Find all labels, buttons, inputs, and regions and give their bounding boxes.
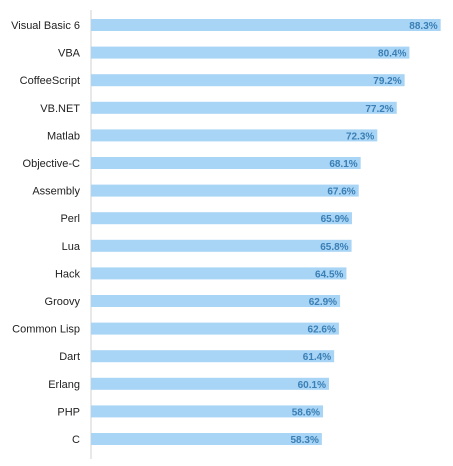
category-label: Common Lisp — [12, 324, 80, 336]
bar-row: Dart 61.4% — [59, 350, 335, 363]
bar — [91, 101, 397, 114]
bars-group: Visual Basic 6 88.3% VBA 80.4% CoffeeScript 7… — [11, 19, 441, 446]
value-label: 72.3% — [346, 131, 374, 142]
value-label: 77.2% — [365, 104, 393, 115]
bar-row: Objective-C 68.1% — [23, 157, 361, 170]
category-label: PHP — [57, 406, 80, 418]
bar-row: VBA 80.4% — [58, 46, 410, 60]
category-label: Matlab — [47, 130, 80, 142]
category-label: CoffeeScript — [20, 75, 80, 87]
bar-row: Hack 64.5% — [55, 267, 347, 280]
value-label: 58.3% — [291, 435, 319, 446]
category-label: C — [72, 434, 80, 446]
bar-row: CoffeeScript 79.2% — [20, 74, 405, 87]
value-label: 64.5% — [315, 269, 343, 280]
bar-row: Assembly 67.6% — [32, 184, 359, 198]
category-label: Groovy — [45, 296, 81, 308]
bar — [91, 19, 441, 31]
bar — [91, 157, 361, 169]
bar-row: Common Lisp 62.6% — [12, 322, 339, 336]
category-label: Erlang — [48, 379, 80, 391]
category-label: Assembly — [32, 186, 80, 198]
bar-row: VB.NET 77.2% — [40, 101, 397, 115]
bar — [91, 267, 347, 280]
category-label: Lua — [62, 241, 81, 253]
bar — [91, 239, 352, 252]
value-label: 62.6% — [308, 325, 336, 336]
bar — [91, 46, 410, 59]
bar — [91, 129, 378, 142]
category-label: VBA — [58, 48, 81, 60]
bar — [91, 433, 322, 445]
bar — [91, 184, 359, 197]
value-label: 60.1% — [298, 380, 326, 391]
value-label: 61.4% — [303, 352, 331, 363]
bar — [91, 405, 324, 418]
value-label: 67.6% — [327, 187, 355, 198]
category-label: Hack — [55, 268, 81, 280]
value-label: 88.3% — [409, 21, 437, 32]
bar-row: Erlang 60.1% — [48, 377, 329, 391]
bar — [91, 74, 405, 87]
bar-row: Visual Basic 6 88.3% — [11, 19, 441, 32]
category-label: Objective-C — [23, 158, 81, 170]
bar-row: Groovy 62.9% — [45, 295, 341, 308]
category-label: Visual Basic 6 — [11, 20, 80, 32]
bar-row: Lua 65.8% — [62, 239, 352, 253]
bar — [91, 350, 335, 363]
value-label: 58.6% — [292, 407, 320, 418]
bar-row: C 58.3% — [72, 433, 322, 446]
value-label: 80.4% — [378, 49, 406, 60]
bar-row: Perl 65.9% — [60, 212, 352, 225]
value-label: 65.8% — [320, 242, 348, 253]
value-label: 68.1% — [329, 159, 357, 170]
bar — [91, 212, 352, 225]
bar — [91, 322, 339, 335]
bar — [91, 377, 329, 390]
category-label: Perl — [60, 213, 80, 225]
value-label: 65.9% — [321, 214, 349, 225]
bar-row: Matlab 72.3% — [47, 129, 378, 142]
value-label: 79.2% — [373, 76, 401, 87]
category-label: VB.NET — [40, 103, 80, 115]
category-label: Dart — [59, 351, 80, 363]
bar — [91, 295, 341, 307]
value-label: 62.9% — [309, 297, 337, 308]
bar-row: PHP 58.6% — [57, 405, 324, 418]
